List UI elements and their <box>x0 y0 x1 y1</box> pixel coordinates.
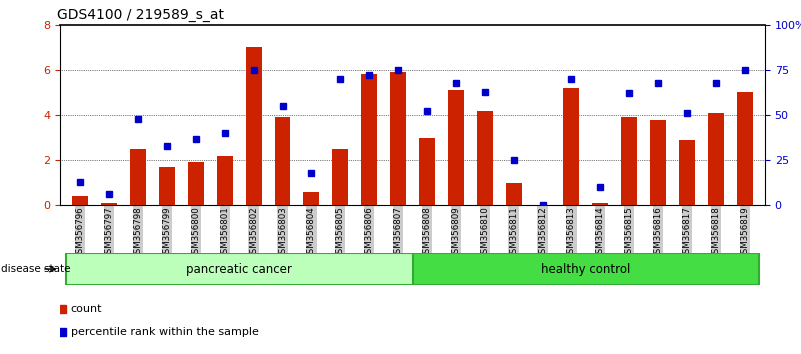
Bar <box>361 74 377 205</box>
Bar <box>622 117 637 205</box>
Text: percentile rank within the sample: percentile rank within the sample <box>70 327 259 337</box>
Text: GDS4100 / 219589_s_at: GDS4100 / 219589_s_at <box>57 8 223 22</box>
Bar <box>217 156 232 205</box>
Bar <box>304 192 320 205</box>
Bar <box>390 72 406 205</box>
Bar <box>679 140 695 205</box>
Bar <box>593 203 608 205</box>
Bar <box>188 162 203 205</box>
Bar <box>72 196 88 205</box>
Bar <box>159 167 175 205</box>
Bar <box>332 149 348 205</box>
Bar <box>130 149 146 205</box>
Bar <box>650 120 666 205</box>
Text: healthy control: healthy control <box>541 263 630 275</box>
Text: pancreatic cancer: pancreatic cancer <box>187 263 292 275</box>
Bar <box>448 90 464 205</box>
Bar <box>246 47 262 205</box>
Bar <box>477 110 493 205</box>
Bar <box>563 88 579 205</box>
Text: count: count <box>70 304 103 314</box>
Bar <box>275 117 291 205</box>
Bar <box>708 113 724 205</box>
Bar <box>101 203 117 205</box>
Bar <box>737 92 753 205</box>
Bar <box>413 253 759 285</box>
Bar <box>505 183 521 205</box>
Bar <box>66 253 413 285</box>
Bar <box>419 138 435 205</box>
Text: disease state: disease state <box>1 264 70 274</box>
